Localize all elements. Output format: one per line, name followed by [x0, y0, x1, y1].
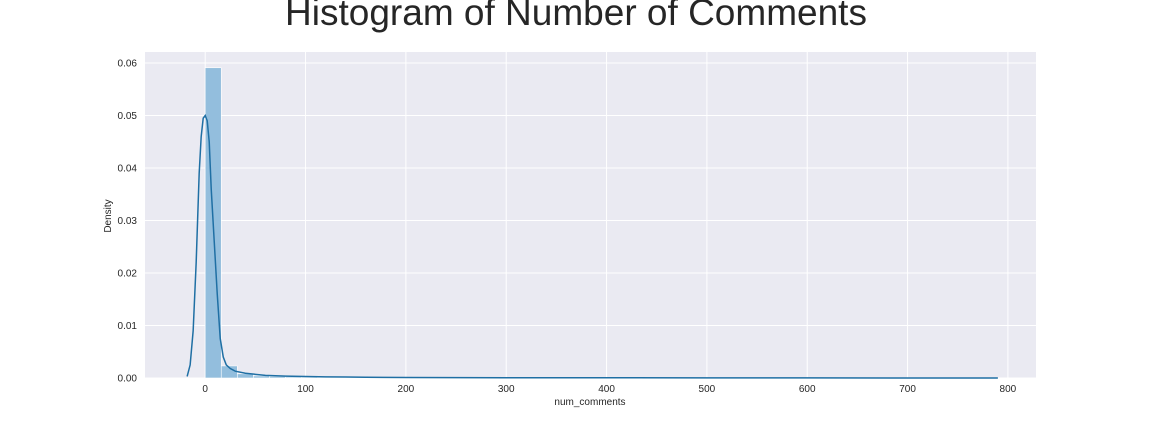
- chart-title: Histogram of Number of Comments: [285, 0, 867, 33]
- x-tick-labels: 0 100 200 300 400 500 600 700 800: [202, 384, 1016, 395]
- y-tick-label: 0.02: [118, 269, 138, 280]
- x-tick-label: 100: [297, 384, 314, 395]
- y-tick-labels: 0.00 0.01 0.02 0.03 0.04 0.05 0.06: [118, 59, 138, 385]
- y-axis-label: Density: [103, 199, 114, 232]
- x-tick-label: 200: [398, 384, 415, 395]
- y-tick-label: 0.06: [118, 59, 138, 70]
- y-tick-label: 0.04: [118, 164, 138, 175]
- x-tick-label: 800: [1000, 384, 1017, 395]
- x-tick-label: 500: [699, 384, 716, 395]
- x-tick-label: 700: [899, 384, 916, 395]
- y-tick-label: 0.05: [118, 111, 138, 122]
- x-tick-label: 400: [598, 384, 615, 395]
- x-axis-label: num_comments: [554, 397, 625, 408]
- x-tick-label: 600: [799, 384, 816, 395]
- plot-background: [145, 52, 1036, 378]
- y-tick-label: 0.00: [118, 374, 138, 385]
- y-tick-label: 0.03: [118, 216, 138, 227]
- histogram-bar: [253, 375, 270, 379]
- kde-line: [186, 113, 998, 379]
- x-tick-label: 0: [202, 384, 208, 395]
- y-tick-label: 0.01: [118, 321, 138, 332]
- x-tick-label: 300: [498, 384, 515, 395]
